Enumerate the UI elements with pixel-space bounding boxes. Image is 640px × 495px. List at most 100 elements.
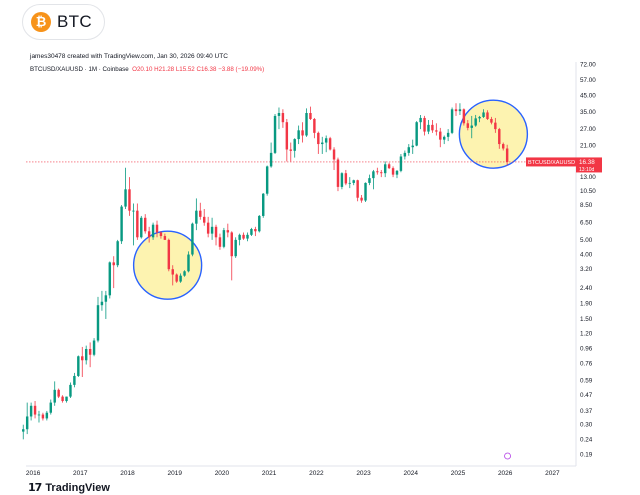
time-axis-label: 2026 [498, 470, 513, 477]
candle-body [293, 139, 296, 151]
candle-body [25, 416, 29, 430]
candle-body [33, 405, 37, 415]
candle-body [494, 122, 497, 130]
candle-body [163, 236, 167, 240]
candle-body [344, 173, 348, 184]
symbol-badge[interactable]: ₿ BTC [22, 4, 105, 40]
candle-body [159, 232, 163, 237]
candle-body [352, 180, 355, 183]
candle-body [317, 132, 320, 145]
candle-body [498, 129, 501, 145]
candle-body [45, 412, 49, 419]
candle-body [246, 234, 249, 239]
time-axis-label: 2024 [404, 470, 419, 477]
time-axis-label: 2027 [545, 470, 560, 477]
candle-body [458, 109, 462, 112]
candle-body [383, 164, 387, 174]
candle-body [29, 405, 33, 417]
candle-body [462, 109, 466, 124]
candle-body [238, 234, 241, 240]
price-axis-label: 1.90 [580, 300, 593, 307]
candle-body [22, 429, 25, 432]
candle-body [112, 262, 115, 266]
symbol-name[interactable]: BTCUSD/XAUUSD · 1M · Coinbase [30, 66, 129, 73]
price-tag-symbol-box [526, 157, 576, 167]
price-tag-countdown: 13:10d [579, 167, 595, 173]
time-axis-label: 2016 [26, 470, 41, 477]
candle-body [486, 112, 489, 119]
time-axis-label: 2022 [309, 470, 324, 477]
candle-body [136, 210, 139, 238]
time-axis-label: 2018 [120, 470, 135, 477]
candle-body [356, 180, 359, 198]
price-axis-label: 0.96 [580, 345, 593, 352]
candle-body [258, 215, 261, 232]
candle-body [328, 138, 332, 150]
candle-body [360, 197, 363, 201]
candle-body [254, 229, 257, 232]
price-axis-label: 72.00 [580, 62, 596, 69]
candle-body [151, 224, 155, 238]
time-axis-label: 2023 [356, 470, 371, 477]
candle-body [478, 116, 481, 119]
price-axis-label: 13.00 [580, 174, 596, 181]
candle-body [387, 164, 391, 169]
candle-body [124, 189, 127, 207]
price-axis-label: 5.00 [580, 237, 593, 244]
candle-body [143, 217, 147, 232]
price-axis-label: 0.24 [580, 436, 593, 443]
candle-body [501, 144, 505, 149]
candle-body [230, 232, 233, 257]
candle-body [265, 166, 269, 194]
candle-body [250, 229, 253, 235]
candle-body [57, 389, 60, 397]
candle-body [183, 271, 186, 276]
candle-body [321, 142, 324, 145]
candle-body [442, 136, 446, 140]
symbol-info-line: BTCUSD/XAUUSD · 1M · Coinbase O20.10 H21… [30, 66, 264, 73]
price-axis-label: 57.00 [580, 77, 596, 84]
candle-body [81, 356, 84, 361]
candle-body [450, 109, 454, 133]
candle-body [61, 396, 64, 402]
price-axis-label: 0.76 [580, 361, 593, 368]
candle-body [167, 239, 171, 270]
price-tag-symbol: BTCUSD/XAUUSD [528, 160, 575, 166]
tradingview-logo[interactable]: 17 TradingView [28, 481, 110, 494]
candle-body [364, 182, 367, 201]
candle-body [281, 113, 285, 123]
candle-body [403, 152, 407, 157]
candle-body [128, 189, 131, 211]
candle-body [206, 222, 210, 234]
candle-body [234, 239, 237, 257]
candle-body [147, 231, 151, 238]
candle-body [214, 226, 218, 238]
candle-body [376, 171, 379, 173]
candle-body [482, 112, 485, 117]
candle-body [191, 223, 194, 255]
candle-body [171, 269, 174, 275]
time-axis-label: 2021 [262, 470, 277, 477]
price-axis-label: 45.00 [580, 93, 596, 100]
candle-body [309, 113, 312, 119]
candle-body [195, 210, 198, 224]
price-axis-label: 10.50 [580, 188, 596, 195]
candle-body [505, 148, 509, 162]
candle-body [395, 170, 399, 175]
candle-body [439, 131, 442, 140]
candle-body [273, 115, 277, 153]
candle-body [88, 348, 92, 355]
candle-body [340, 173, 344, 187]
candle-body [226, 230, 230, 233]
candle-body [77, 356, 80, 376]
candle-body [120, 206, 123, 242]
chart-credit: james30478 created with TradingView.com,… [30, 53, 228, 60]
candle-body [454, 109, 458, 112]
time-axis-label: 2025 [451, 470, 466, 477]
candle-body [490, 118, 493, 123]
candle-body [242, 234, 245, 239]
ohlc-values: O20.10 H21.28 L15.52 C16.38 −3.88 (−19.0… [132, 66, 265, 73]
candle-body [132, 210, 135, 212]
candle-body [37, 414, 41, 416]
